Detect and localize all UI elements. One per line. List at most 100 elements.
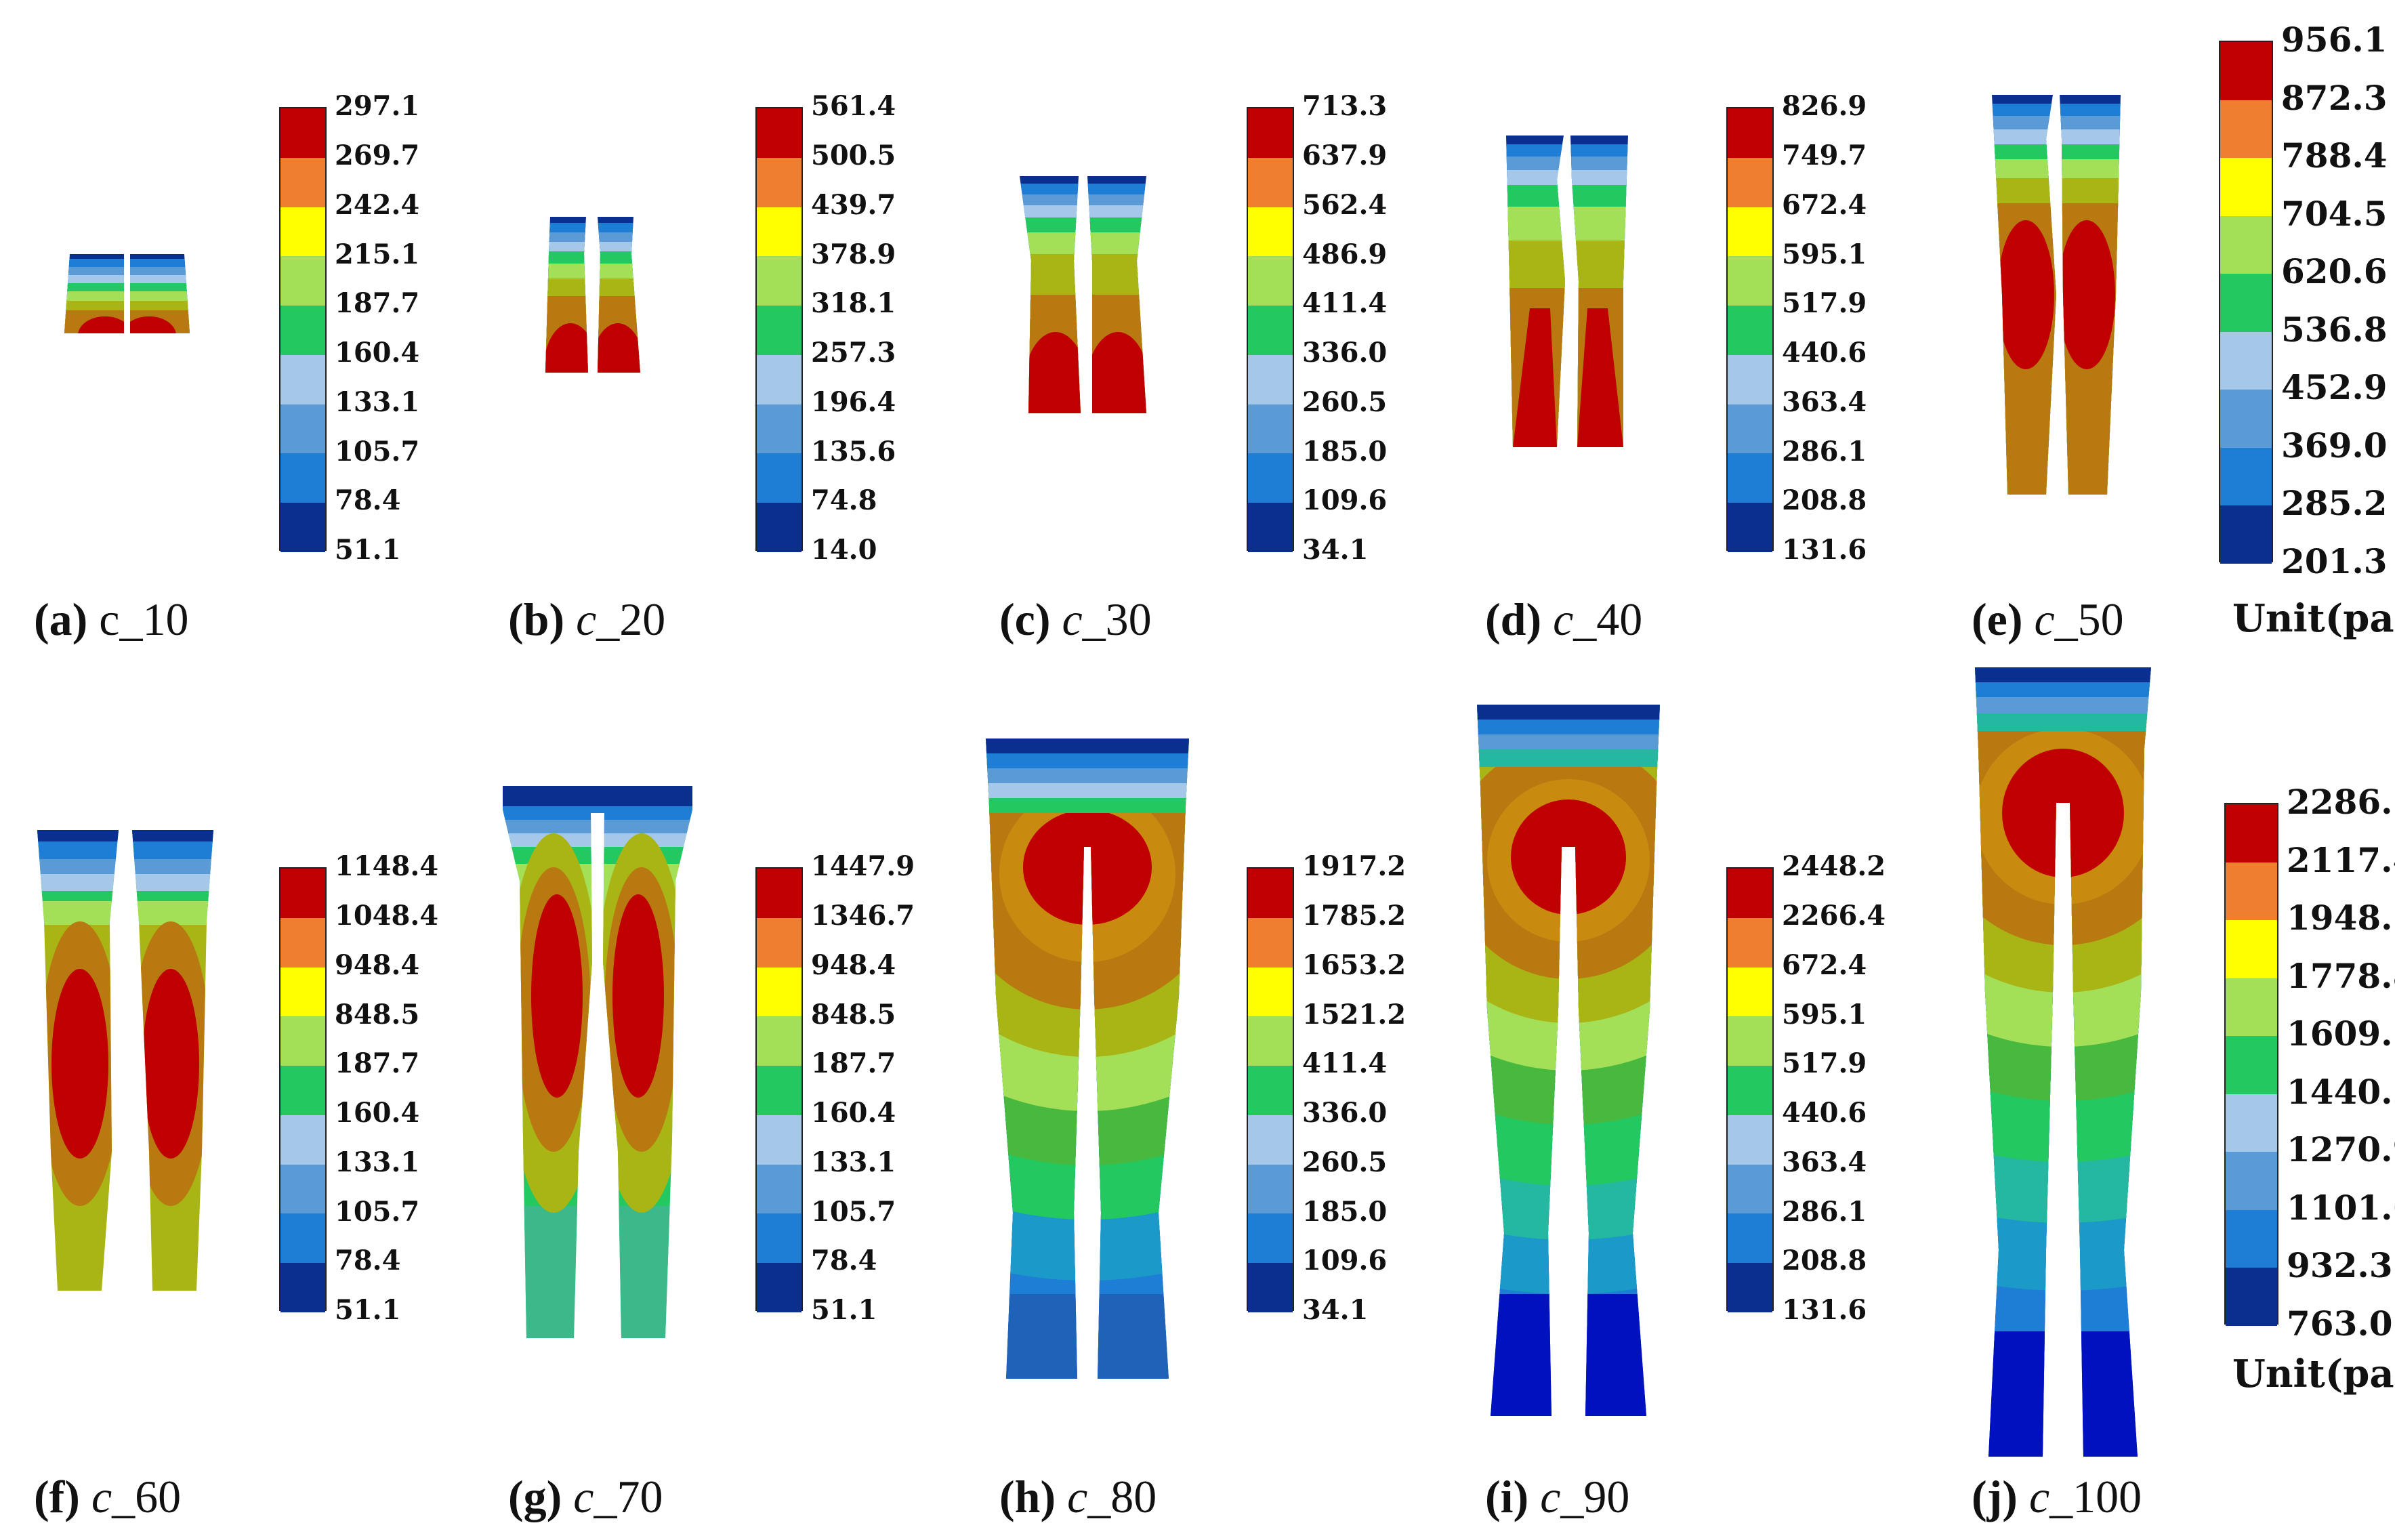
color-scale-tick-label: 956.1 <box>2281 20 2388 60</box>
color-scale-segment <box>2226 1152 2277 1211</box>
color-scale-segment <box>1728 1164 1772 1214</box>
color-scale-segment <box>1728 306 1772 356</box>
color-scale-tick-label: 109.6 <box>1302 484 1388 517</box>
color-scale-segment <box>2220 390 2272 449</box>
caption-a: (a) c_10 <box>34 594 189 645</box>
color-scale-tick-label: 439.7 <box>811 188 896 221</box>
color-scale-tick-label: 286.1 <box>1782 435 1867 467</box>
color-scale-segment <box>280 108 325 159</box>
color-scale-tick-label: 260.5 <box>1302 1146 1388 1178</box>
color-scale-segment <box>1728 869 1772 919</box>
color-scale-segment <box>1248 207 1293 257</box>
color-scale-tick-label: 297.1 <box>335 90 420 123</box>
color-scale-bar-d <box>1726 107 1774 553</box>
color-scale-tick-label: 336.0 <box>1302 1097 1388 1129</box>
color-scale-tick-label: 672.4 <box>1782 949 1867 981</box>
color-scale-tick-label: 215.1 <box>335 238 420 270</box>
pressure-map-g <box>503 786 692 1341</box>
color-scale-tick-label: 1101.6 <box>2287 1187 2395 1228</box>
color-scale-segment <box>1728 404 1772 454</box>
unit-label-e: Unit(pa) <box>2232 596 2395 641</box>
color-scale-tick-label: 51.1 <box>811 1294 877 1327</box>
color-scale-segment <box>280 207 325 257</box>
color-scale-tick-label: 411.4 <box>1302 1047 1388 1080</box>
color-scale-tick-label: 595.1 <box>1782 238 1867 270</box>
color-scale-segment <box>1728 1213 1772 1264</box>
color-scale-tick-label: 133.1 <box>335 386 420 418</box>
pressure-map-d <box>1503 132 1631 451</box>
color-scale-segment <box>2226 1094 2277 1152</box>
color-scale-bar-c <box>1247 107 1294 553</box>
color-scale-tick-label: 1653.2 <box>1302 949 1407 981</box>
color-scale-segment <box>280 1164 325 1214</box>
color-scale-tick-label: 185.0 <box>1302 435 1388 467</box>
color-scale-tick-label: 133.1 <box>811 1146 896 1178</box>
color-scale-tick-label: 1917.2 <box>1302 850 1407 883</box>
color-scale-tick-label: 336.0 <box>1302 337 1388 369</box>
color-scale-tick-label: 78.4 <box>335 1245 401 1277</box>
color-scale-segment <box>757 354 801 405</box>
color-scale-tick-label: 517.9 <box>1782 287 1867 320</box>
color-scale-tick-label: 517.9 <box>1782 1047 1867 1080</box>
color-scale-segment <box>1248 1213 1293 1264</box>
color-scale-tick-label: 78.4 <box>811 1245 877 1277</box>
color-scale-segment <box>280 256 325 306</box>
color-scale-tick-label: 74.8 <box>811 484 877 517</box>
color-scale-tick-label: 363.4 <box>1782 386 1867 418</box>
color-scale-tick-label: 948.4 <box>811 949 896 981</box>
color-scale-tick-label: 363.4 <box>1782 1146 1867 1178</box>
pressure-map-c <box>1016 173 1152 417</box>
color-scale-tick-label: 704.5 <box>2281 193 2388 234</box>
color-scale-segment <box>757 453 801 503</box>
color-scale-tick-label: 78.4 <box>335 484 401 517</box>
caption-g: (g) c_70 <box>508 1471 663 1522</box>
color-scale-segment <box>1728 967 1772 1017</box>
color-scale-tick-label: 440.6 <box>1782 1097 1867 1129</box>
color-scale-tick-label: 285.2 <box>2281 483 2388 524</box>
color-scale-segment <box>280 967 325 1017</box>
color-scale-segment <box>280 1115 325 1165</box>
color-scale-tick-label: 1447.9 <box>811 850 915 883</box>
color-scale-tick-label: 932.3 <box>2287 1245 2393 1286</box>
color-scale-tick-label: 187.7 <box>811 1047 896 1080</box>
color-scale-segment <box>280 404 325 454</box>
color-scale-tick-label: 109.6 <box>1302 1245 1388 1277</box>
color-scale-segment <box>2226 1209 2277 1268</box>
color-scale-tick-label: 160.4 <box>335 1097 420 1129</box>
color-scale-segment <box>757 256 801 306</box>
caption-i: (i) c_90 <box>1485 1471 1630 1522</box>
color-scale-tick-label: 2448.2 <box>1782 850 1886 883</box>
color-scale-segment <box>1728 108 1772 159</box>
color-scale-segment <box>757 207 801 257</box>
color-scale-tick-label: 187.7 <box>335 1047 420 1080</box>
color-scale-bar-e <box>2219 41 2273 564</box>
color-scale-segment <box>2226 1036 2277 1095</box>
color-scale-segment <box>1248 256 1293 306</box>
color-scale-segment <box>280 1066 325 1116</box>
color-scale-bar-a <box>279 107 327 553</box>
color-scale-tick-label: 160.4 <box>811 1097 896 1129</box>
color-scale-segment <box>1248 869 1293 919</box>
color-scale-bar-i <box>1726 867 1774 1313</box>
color-scale-tick-label: 826.9 <box>1782 90 1867 123</box>
color-scale-tick-label: 133.1 <box>335 1146 420 1178</box>
color-scale-tick-label: 201.3 <box>2281 541 2388 581</box>
caption-f: (f) c_60 <box>34 1471 182 1522</box>
color-scale-segment <box>280 453 325 503</box>
color-scale-segment <box>1248 157 1293 208</box>
color-scale-tick-label: 595.1 <box>1782 998 1867 1031</box>
color-scale-bar-b <box>755 107 803 553</box>
color-scale-segment <box>1248 917 1293 968</box>
color-scale-segment <box>1248 108 1293 159</box>
color-scale-tick-label: 1521.2 <box>1302 998 1407 1031</box>
color-scale-segment <box>2220 100 2272 159</box>
pressure-map-f <box>34 827 217 1294</box>
color-scale-segment <box>280 917 325 968</box>
color-scale-segment <box>1728 503 1772 553</box>
color-scale-segment <box>757 306 801 356</box>
pressure-map-e <box>1988 91 2124 498</box>
color-scale-segment <box>1728 453 1772 503</box>
color-scale-segment <box>2220 274 2272 333</box>
color-scale-tick-label: 105.7 <box>811 1195 896 1228</box>
color-scale-tick-label: 105.7 <box>335 435 420 467</box>
